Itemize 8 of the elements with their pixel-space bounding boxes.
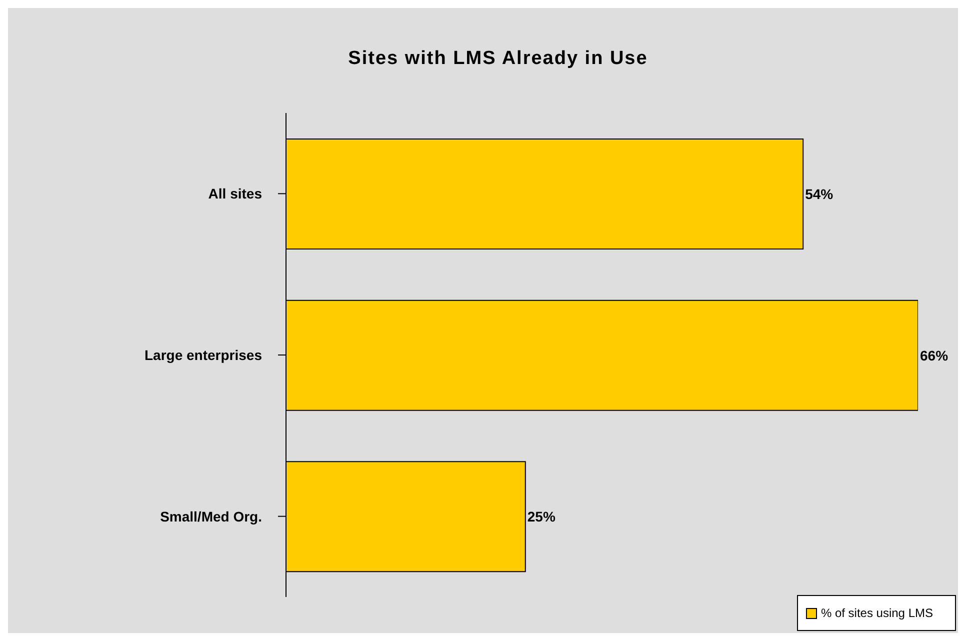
y-tick-label: Large enterprises [144, 346, 262, 363]
chart-title: Sites with LMS Already in Use [347, 48, 649, 70]
data-label: 54% [805, 186, 834, 202]
data-label: 66% [920, 347, 949, 364]
y-tick-label: All sites [208, 186, 262, 202]
y-tick-label: Small/Med Org. [160, 508, 262, 524]
data-label: 25% [527, 508, 556, 525]
legend-label: % of sites using LMS [820, 606, 933, 620]
